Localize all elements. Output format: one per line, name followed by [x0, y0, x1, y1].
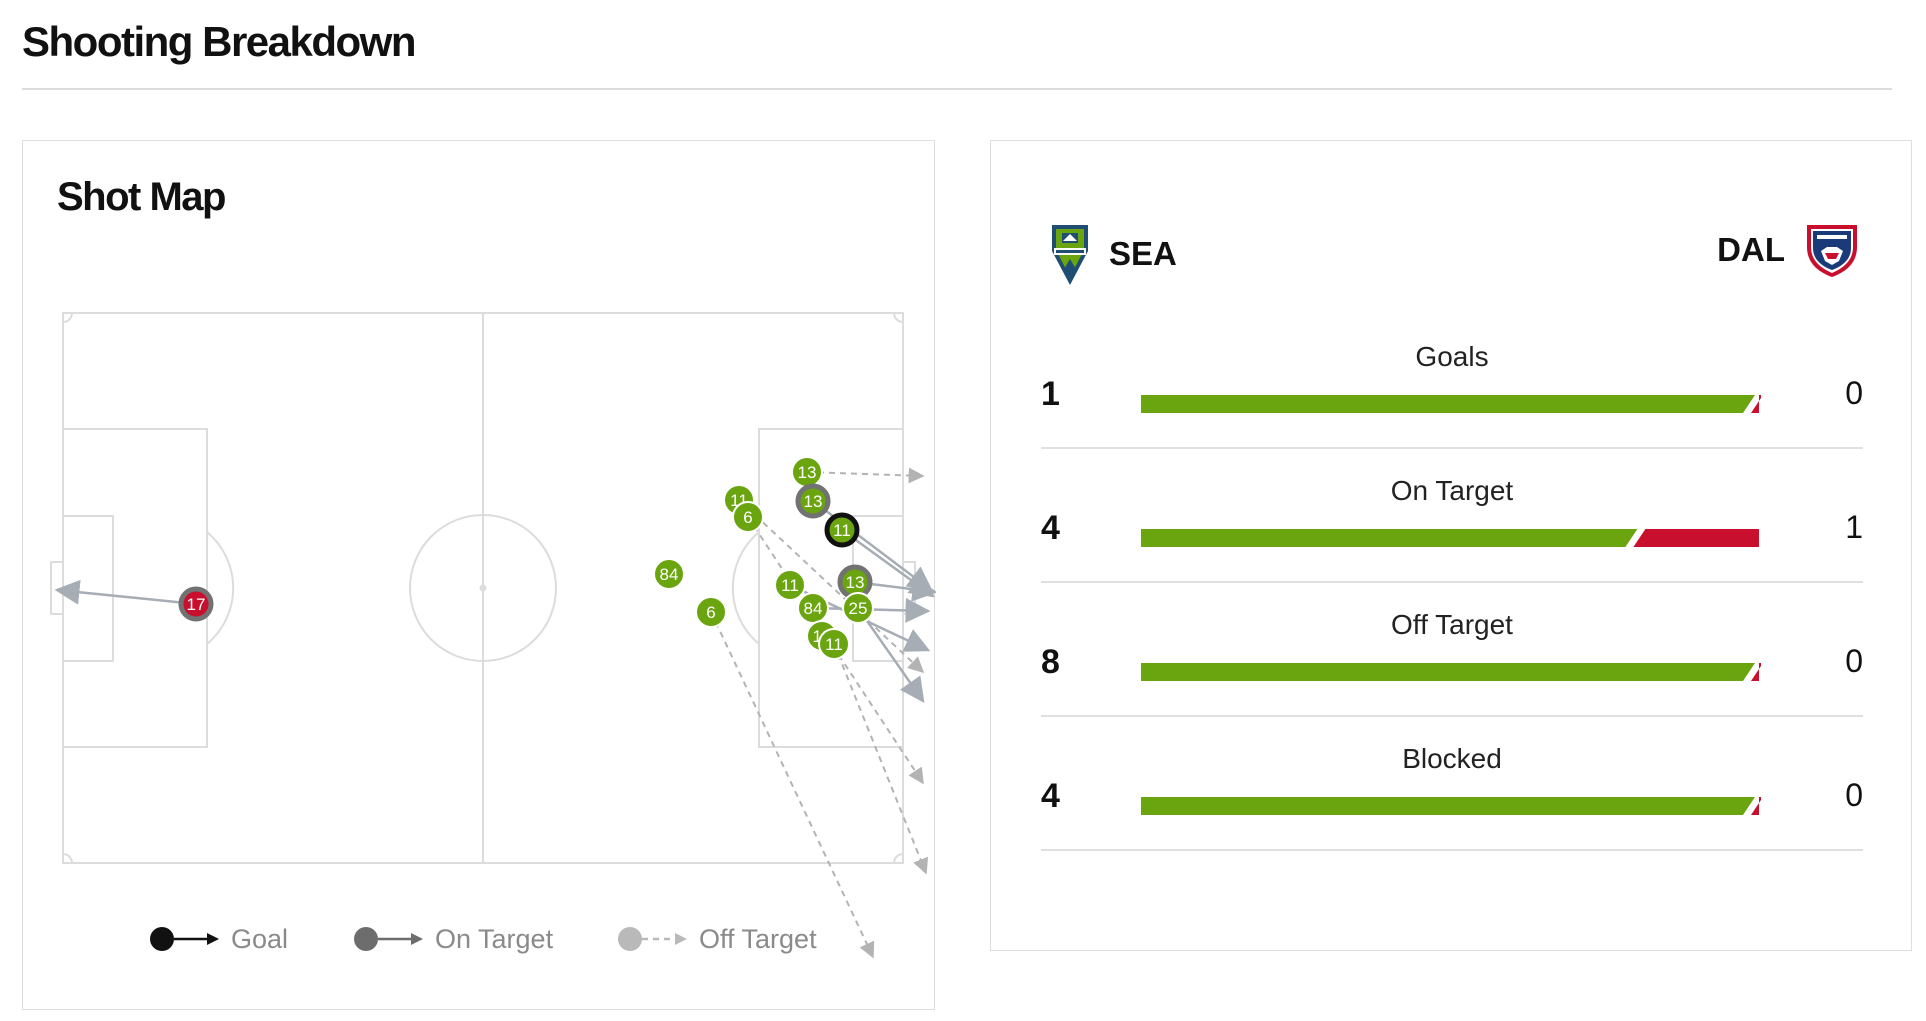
fc-dallas-crest-icon: [1807, 225, 1857, 277]
stat-label: Off Target: [1391, 609, 1513, 640]
stat-comparison-bar: [1141, 395, 1761, 413]
center-spot: [479, 584, 487, 592]
shot-marker[interactable]: 6: [695, 596, 727, 628]
right-penalty-arc: [731, 531, 760, 645]
shot-map-title: Shot Map: [57, 175, 226, 219]
shot-map-pitch: 17846116131311118413251311: [50, 312, 936, 959]
shot-player-number: 11: [781, 576, 799, 595]
shot-trajectory: [812, 500, 933, 592]
away-bar-segment: [1751, 395, 1761, 413]
center-circle: [409, 514, 557, 662]
stat-away-value: 1: [1845, 509, 1863, 545]
shot-map-legend: Goal On Target Off Target: [23, 919, 936, 959]
stat-home-value: 1: [1041, 375, 1060, 413]
shot-marker[interactable]: 11: [774, 569, 806, 601]
shot-trajectory: [806, 467, 925, 484]
shot-player-number: 84: [804, 599, 823, 618]
home-team[interactable]: SEA: [1049, 221, 1177, 287]
legend-on-target: On Target: [353, 919, 553, 959]
shot-trajectory: [856, 607, 925, 704]
stat-row-off-target: Off Target 8 0: [1041, 595, 1863, 717]
shot-trajectory: [738, 499, 925, 674]
off-target-legend-icon: [618, 927, 687, 951]
stat-home-value: 4: [1041, 777, 1060, 815]
shot-player-number: 84: [660, 565, 679, 584]
shot-marker[interactable]: 11: [824, 512, 860, 548]
away-bar-segment: [1751, 663, 1761, 681]
page-title: Shooting Breakdown: [22, 18, 417, 65]
stat-row-goals: Goals 1 0: [1041, 327, 1863, 449]
shot-marker[interactable]: 84: [653, 558, 685, 590]
stat-label: On Target: [1390, 475, 1514, 506]
home-bar-segment: [1141, 395, 1755, 413]
stat-away-value: 0: [1845, 375, 1863, 411]
away-team[interactable]: DAL: [1717, 221, 1861, 279]
shot-player-number: 11: [833, 521, 851, 540]
stat-home-value: 8: [1041, 643, 1060, 681]
legend-on-target-label: On Target: [435, 923, 554, 954]
stat-row-on-target: On Target 4 1: [1041, 461, 1863, 583]
shot-trajectory: [710, 611, 875, 959]
shot-marker[interactable]: 17: [178, 586, 214, 622]
legend-off-target-label: Off Target: [699, 923, 817, 954]
shot-player-number: 13: [798, 463, 817, 482]
stat-label: Blocked: [1402, 743, 1502, 774]
away-team-abbr: DAL: [1717, 231, 1785, 268]
left-penalty-arc: [206, 531, 235, 645]
legend-goal: Goal: [149, 919, 288, 959]
shot-marker[interactable]: 11: [818, 628, 850, 660]
shot-map-card: Shot Map 1784611613131111841325131: [22, 140, 936, 1010]
shot-trajectory: [54, 579, 197, 606]
stat-comparison-bar: [1141, 663, 1761, 681]
shot-player-number: 17: [187, 595, 206, 614]
legend-goal-label: Goal: [231, 923, 289, 954]
home-bar-segment: [1141, 663, 1755, 681]
home-bar-segment: [1141, 797, 1755, 815]
left-goal: [50, 561, 64, 615]
shot-marker[interactable]: 6: [732, 501, 764, 533]
goal-legend-icon: [150, 927, 219, 951]
stat-row-blocked: Blocked 4 0: [1041, 729, 1863, 851]
title-divider: [22, 88, 1892, 90]
on-target-legend-icon: [354, 927, 423, 951]
shot-marker[interactable]: 13: [795, 483, 831, 519]
shot-player-number: 25: [849, 599, 868, 618]
shot-trajectory: [833, 643, 929, 875]
shot-marker[interactable]: 25: [842, 592, 874, 624]
sounders-crest-icon: [1052, 225, 1088, 285]
shot-marker[interactable]: 84: [797, 592, 829, 624]
shot-player-number: 13: [846, 573, 865, 592]
shot-marker[interactable]: 13: [791, 456, 823, 488]
shot-player-number: 11: [825, 635, 843, 654]
shot-player-number: 6: [706, 603, 715, 622]
left-six-yard-box: [62, 515, 114, 662]
shot-player-number: 6: [743, 508, 752, 527]
legend-off-target: Off Target: [617, 919, 817, 959]
stat-comparison-bar: [1141, 529, 1759, 547]
stat-home-value: 4: [1041, 509, 1060, 547]
away-bar-segment: [1751, 797, 1761, 815]
shot-player-number: 13: [804, 492, 823, 511]
away-bar-segment: [1633, 529, 1759, 547]
left-penalty-box: [62, 428, 208, 748]
home-bar-segment: [1141, 529, 1638, 547]
stat-comparison-bar: [1141, 797, 1761, 815]
shot-stats-card: SEA DAL Goals 1 0 On Target 4 1 Off Targ…: [990, 140, 1912, 951]
stat-label: Goals: [1415, 341, 1489, 372]
stat-away-value: 0: [1845, 643, 1863, 679]
stat-away-value: 0: [1845, 777, 1863, 813]
home-team-abbr: SEA: [1109, 235, 1177, 272]
